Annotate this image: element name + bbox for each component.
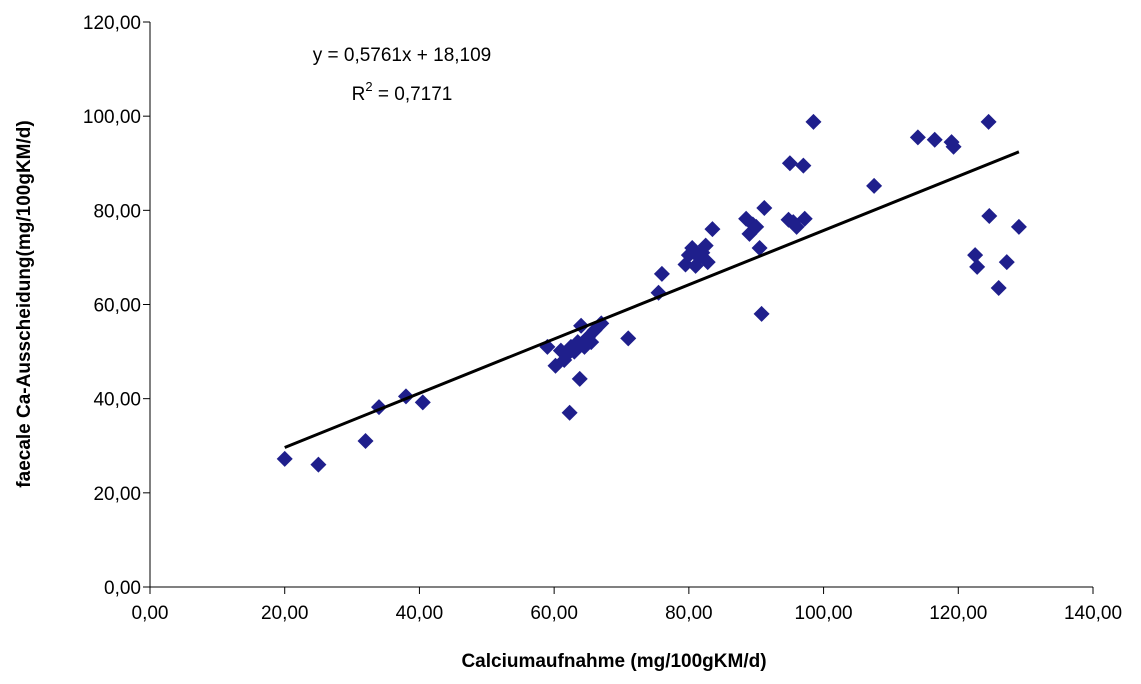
- data-point: [571, 370, 588, 387]
- data-point: [945, 138, 962, 155]
- r-squared-value: = 0,7171: [373, 84, 453, 105]
- data-point: [310, 456, 327, 473]
- data-point: [967, 247, 984, 264]
- r-squared-prefix: R: [352, 84, 366, 105]
- data-point: [697, 237, 714, 254]
- data-point: [653, 265, 670, 282]
- data-point: [805, 113, 822, 130]
- plot-area: 0,00 20,00 40,00 60,00 80,00 100,00 120,00 0,00…: [83, 13, 1122, 624]
- data-point: [980, 113, 997, 130]
- x-tick-label: 0,00: [132, 603, 169, 624]
- x-tick-label: 140,00: [1064, 603, 1122, 624]
- data-point: [990, 280, 1007, 297]
- data-point: [866, 177, 883, 194]
- trendline-equation: y = 0,5761x + 18,109: [313, 45, 492, 66]
- data-point: [748, 218, 765, 235]
- y-tick-label: 40,00: [93, 390, 141, 411]
- y-tick-label: 20,00: [93, 484, 141, 505]
- data-point: [796, 210, 813, 227]
- data-point: [781, 155, 798, 172]
- x-tick-label: 120,00: [929, 603, 987, 624]
- data-point: [620, 330, 637, 347]
- r-squared-superscript: 2: [365, 79, 372, 94]
- data-point: [751, 240, 768, 256]
- x-axis-title: Calciumaufnahme (mg/100gKM/d): [461, 651, 766, 672]
- data-point: [1010, 218, 1027, 235]
- y-tick-label: 100,00: [83, 107, 141, 128]
- x-tick-label: 40,00: [396, 603, 444, 624]
- data-point: [969, 258, 986, 275]
- data-point: [561, 404, 578, 421]
- data-point: [998, 254, 1015, 271]
- y-tick-label: 0,00: [104, 578, 141, 599]
- x-tick-label: 100,00: [795, 603, 853, 624]
- y-tick-label: 80,00: [93, 201, 141, 222]
- data-point: [583, 334, 600, 351]
- data-point: [276, 450, 293, 467]
- data-point: [756, 199, 773, 216]
- data-point: [414, 394, 431, 411]
- data-point: [909, 129, 926, 146]
- x-tick-label: 80,00: [665, 603, 713, 624]
- data-point: [704, 221, 721, 238]
- y-tick-label: 120,00: [83, 13, 141, 34]
- y-tick-label: 60,00: [93, 296, 141, 317]
- data-point: [699, 254, 716, 271]
- data-point: [795, 157, 812, 174]
- x-tick-label: 20,00: [261, 603, 309, 624]
- trendline: [284, 150, 1020, 449]
- y-axis-title: faecale Ca-Ausscheidung(mg/100gKM/d): [14, 120, 35, 487]
- data-point: [357, 433, 374, 450]
- x-tick-label: 60,00: [530, 603, 578, 624]
- r-squared-label: R2 = 0,7171: [352, 79, 453, 105]
- data-point: [788, 218, 805, 235]
- data-point: [926, 131, 943, 148]
- data-point: [981, 207, 998, 224]
- data-point: [753, 305, 770, 322]
